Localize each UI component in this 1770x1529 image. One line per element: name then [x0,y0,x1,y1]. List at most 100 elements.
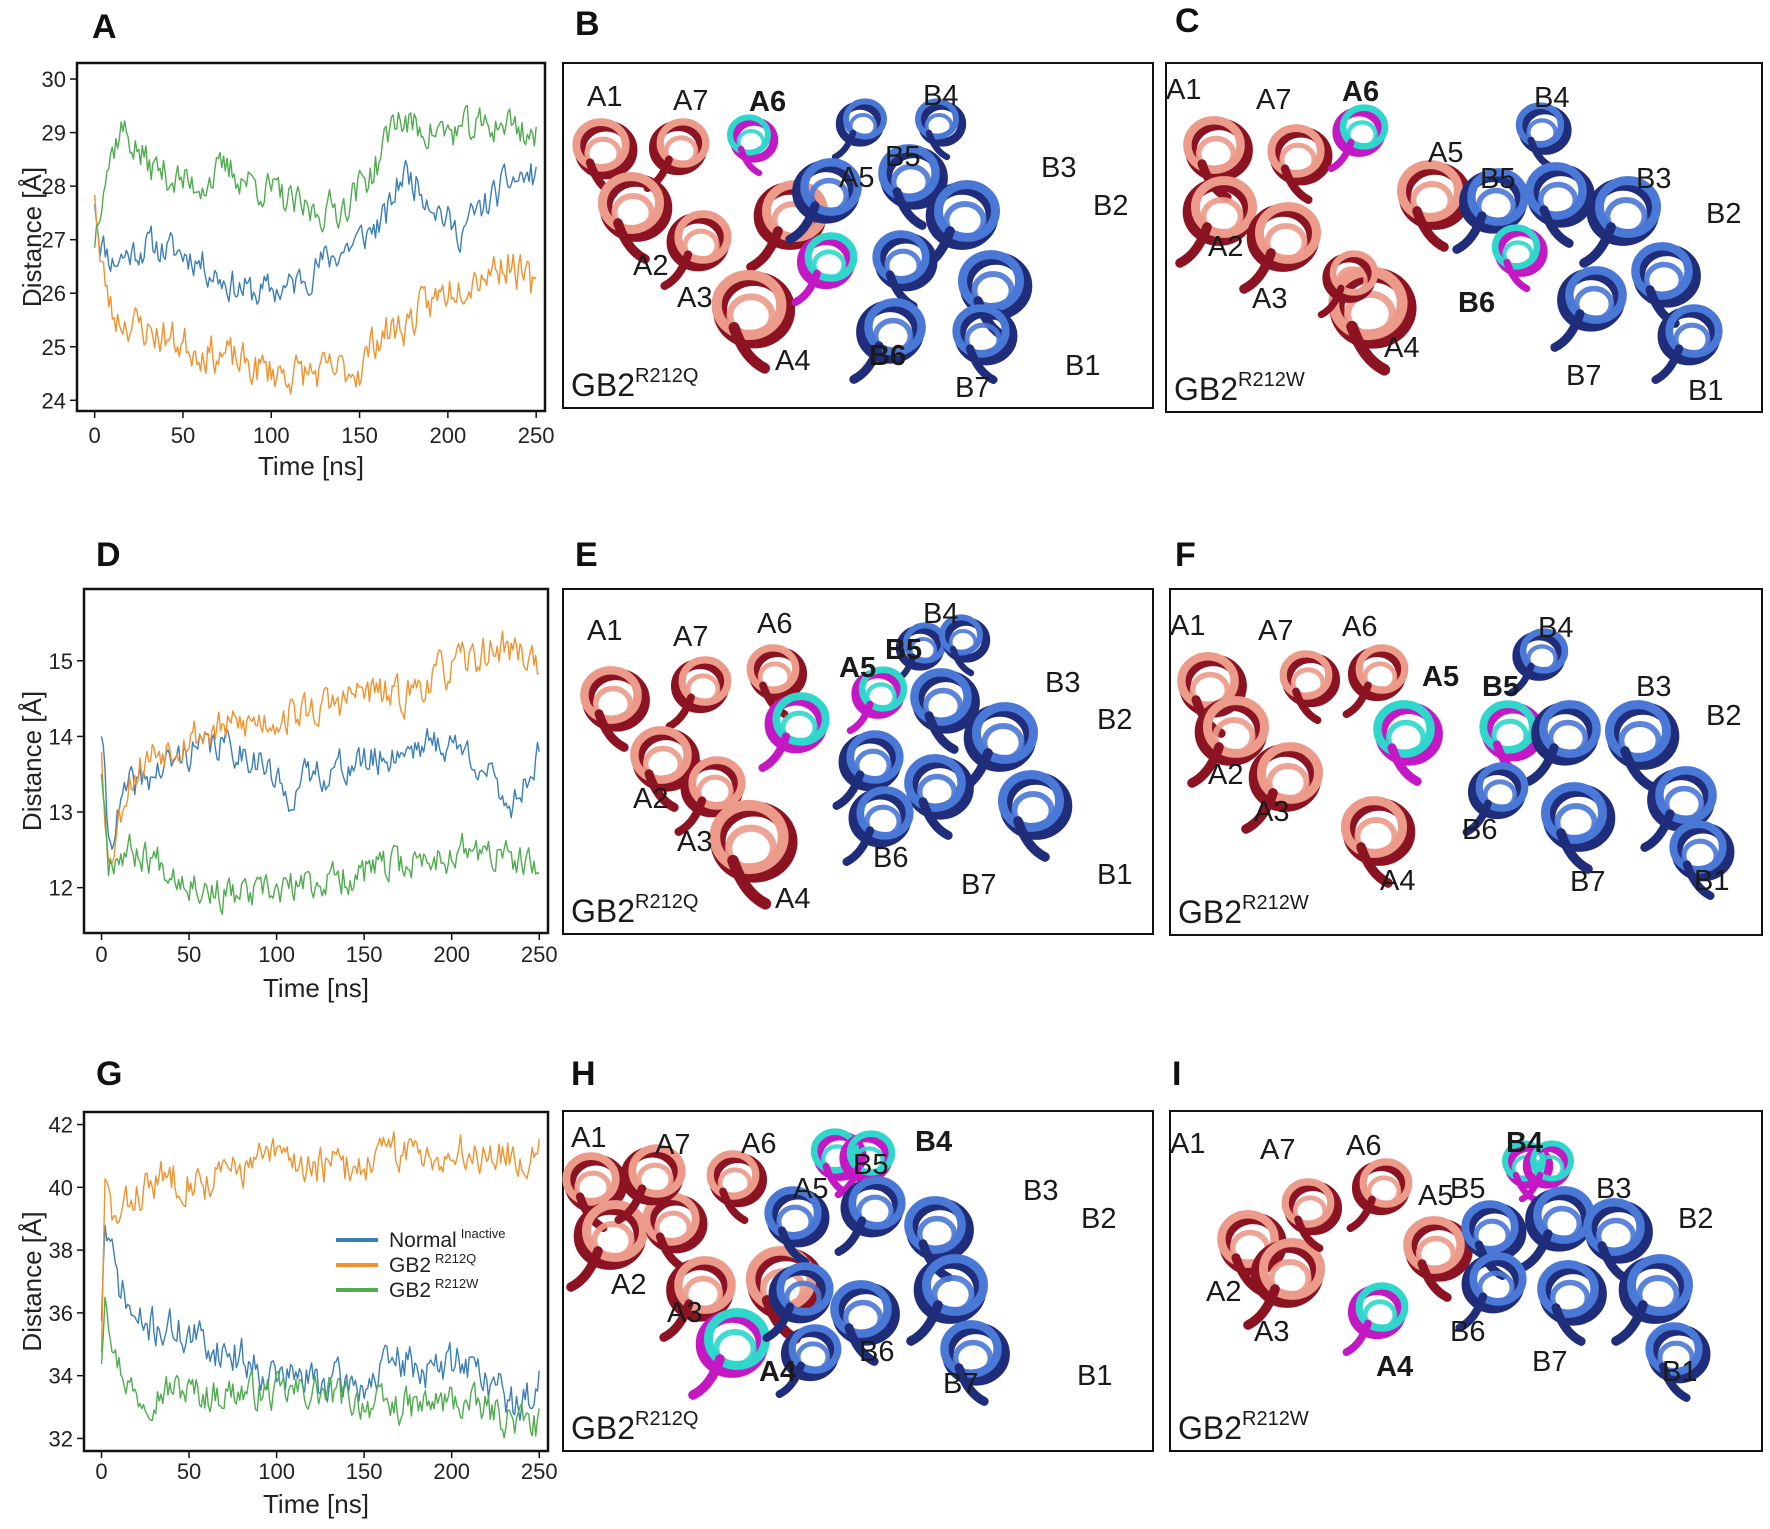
helix-label-a7: A7 [673,85,708,117]
variant-superscript: R212W [1238,369,1305,391]
x-tick-label: 250 [518,423,555,448]
helix-tail [1175,222,1212,268]
x-tick-label: 50 [177,1459,201,1484]
helix [1541,782,1616,874]
helix-coil-inner [780,710,818,745]
helix-group [562,1128,1010,1406]
variant-superscript: R212W [1242,1408,1309,1430]
helix-label-b2: B2 [1081,1203,1116,1235]
helix-coil-inner [811,249,847,281]
x-tick-label: 100 [253,423,290,448]
helix-coil-inner [1346,120,1378,149]
helix [915,98,967,161]
helix [834,1176,906,1256]
helix [940,1320,1010,1406]
helix-label-a5: A5 [839,162,874,194]
helix-tail [1651,344,1684,384]
helix-coil-inner [1362,661,1398,693]
helix-coil-inner [1290,667,1326,699]
helix-tail [759,681,789,719]
helix-tail [737,145,763,177]
helix [952,304,1018,384]
helix-label-b3: B3 [1636,163,1671,195]
helix-label-b1: B1 [1097,859,1132,891]
helix-coil-inner [854,748,892,783]
helix-coil-inner [916,1215,958,1253]
variant-label: GB2R212Q [571,891,698,929]
helix-label-b5: B5 [853,1149,888,1181]
helix-label-a2: A2 [1208,759,1243,791]
helix [1645,1322,1711,1402]
helix-label-a3: A3 [1254,796,1289,828]
helix-coil-inner [1657,1340,1695,1375]
helix-coil-inner [1547,719,1589,757]
legend-superscript: R212W [435,1276,479,1291]
x-tick-label: 50 [177,942,201,967]
variant-superscript: R212Q [635,891,698,913]
helix-coil-inner [795,1341,831,1373]
helix [1317,250,1379,319]
helix-label-a1: A1 [587,81,622,113]
helix-tail [1356,842,1393,888]
helix-coil-inner [1573,285,1615,323]
chart-d: 0 50 100 150 200 250 12 13 14 15 Time [ns] Distance… [17,587,558,1003]
helix-label-a4: A4 [1380,865,1415,897]
helix-label-a2: A2 [633,783,668,815]
x-tick-label: 150 [346,1459,383,1484]
helix-label-b4: B4 [915,1126,952,1158]
helix [1267,124,1333,204]
helix-tail [746,226,783,272]
helix [1462,762,1529,837]
helix-tail [644,769,679,812]
helix-coil-inner [1475,187,1517,225]
helix-highlight [758,692,830,772]
helix-coil-inner [592,685,634,723]
helix-label-b7: B7 [1566,360,1601,392]
helix-coil-inner [1212,717,1256,756]
helix-coil-inner [916,773,958,811]
chart-g: 0 50 100 150 200 250 32 34 36 38 40 42 Time [ns] Dist… [17,1110,558,1519]
helix-tail [594,709,629,752]
helix-coil-inner [1344,290,1396,338]
helix-label-a7: A7 [655,1129,690,1161]
helix-tail [777,1226,810,1266]
helix-coil-inner [1362,1299,1398,1331]
helix-coil-inner [1415,1235,1457,1273]
helix-coil-inner [1200,197,1244,236]
x-tick-label: 50 [171,423,195,448]
helix-coil-inner [808,177,850,215]
helix-coil-back [1504,1143,1554,1189]
helix-label-b7: B7 [943,1368,978,1400]
helix-label-b2: B2 [1093,190,1128,222]
helix-coil-inner [943,201,987,240]
helix-label-b5: B5 [1482,671,1519,703]
helix-coil-inner [1636,1275,1680,1314]
helix-label-a6: A6 [1346,1130,1381,1162]
helix [1579,176,1661,268]
helix-tail [1556,828,1593,874]
helix-label-a3: A3 [1254,1316,1289,1348]
helix-coil-inner [1385,719,1427,757]
x-tick-label: 150 [341,423,378,448]
helix-label-a5: A5 [1422,661,1459,693]
helix-label-a6: A6 [749,86,786,118]
helix-tail [1280,164,1313,204]
y-tick-label: 13 [49,800,73,825]
helix [775,1324,842,1399]
helix-coil-back [729,117,779,163]
helix [706,1150,768,1225]
helix-tail [1241,788,1278,834]
helix [878,144,948,230]
y-tick-label: 28 [42,174,66,199]
helix-label-b1: B1 [1065,350,1100,382]
y-tick-label: 40 [49,1175,73,1200]
helix [598,172,673,264]
helix [709,799,798,910]
helix-label-b6: B6 [873,842,908,874]
helix-tail [844,1323,879,1366]
